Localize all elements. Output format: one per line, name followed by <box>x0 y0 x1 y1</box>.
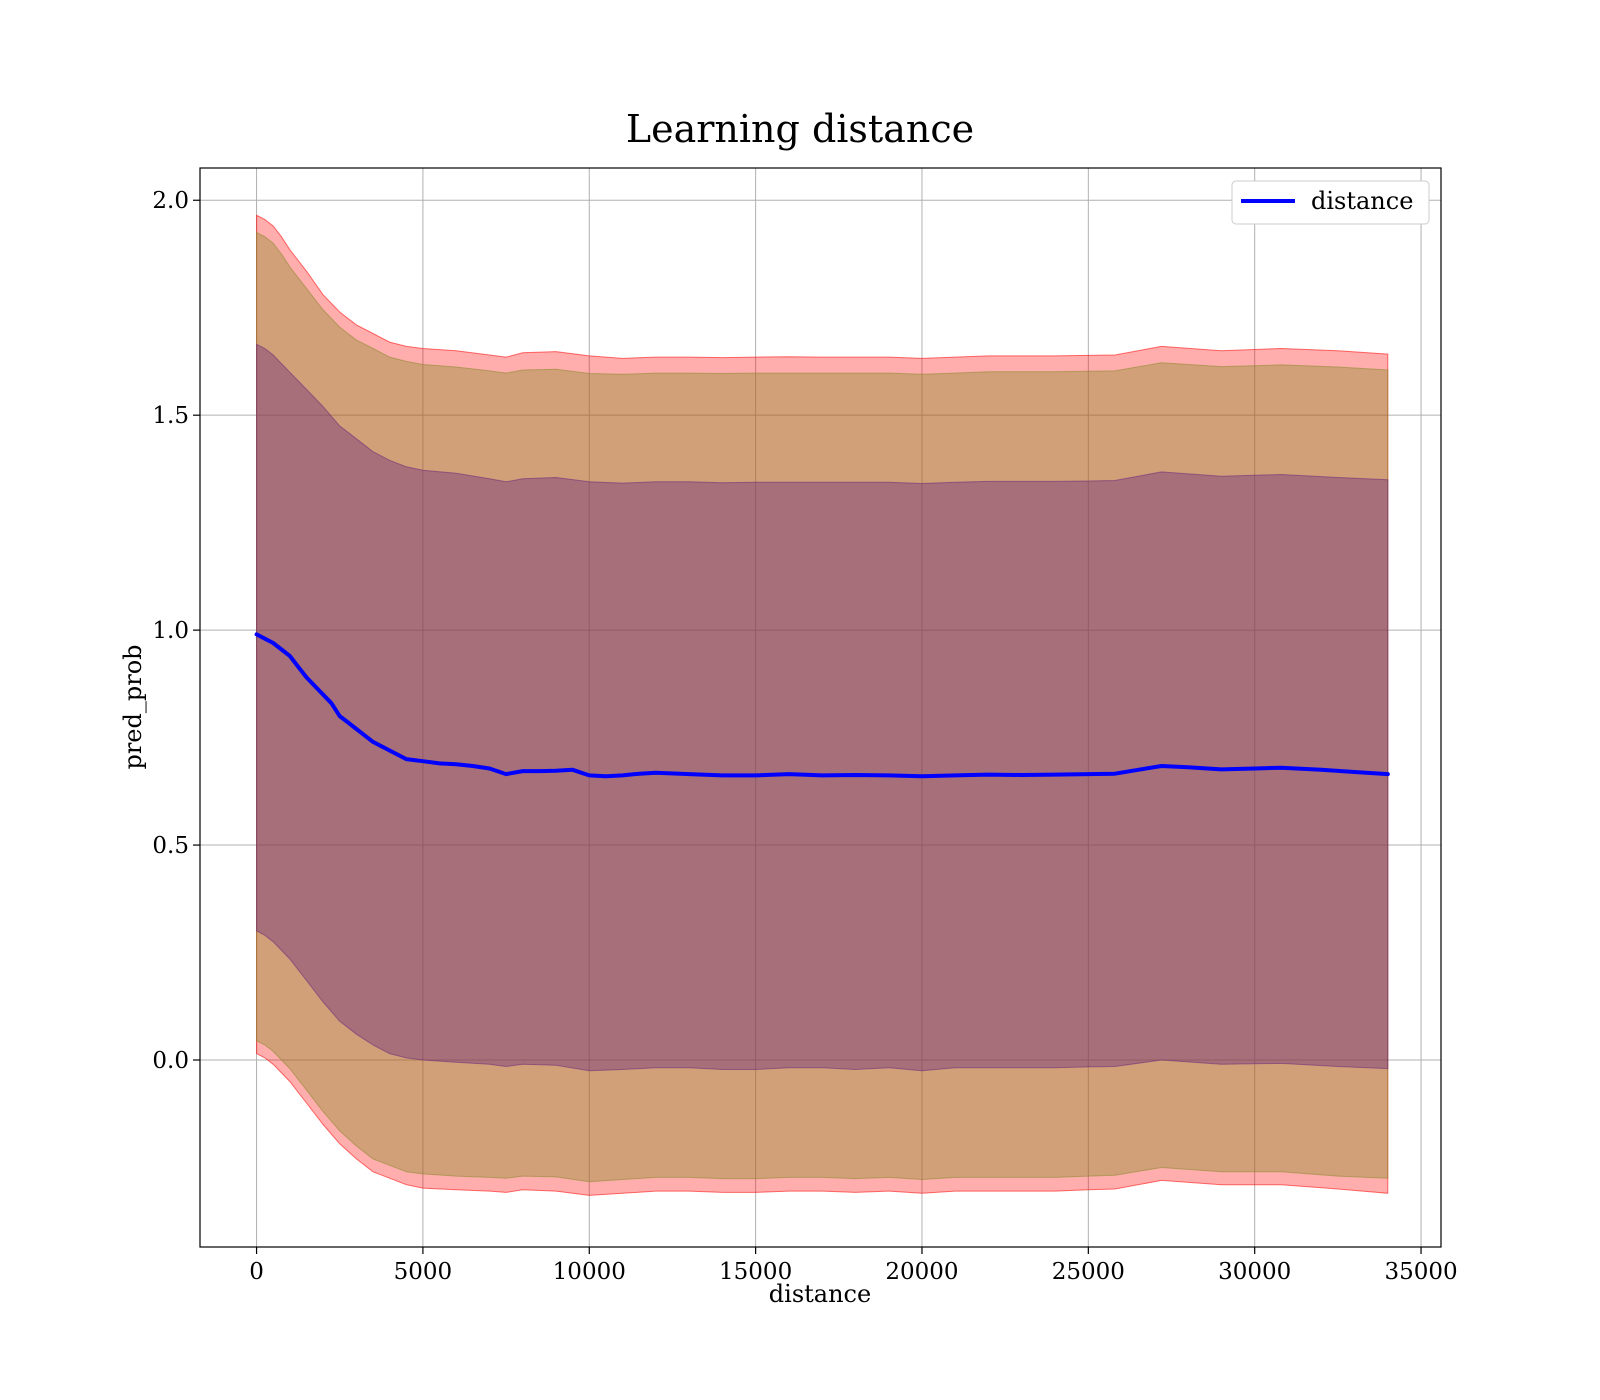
x-axis-ticks: 0 5000 10000 15000 20000 25000 30000 35000 <box>249 1247 1458 1285</box>
x-tick-label: 0 <box>249 1259 264 1285</box>
y-axis-label: pred_prob <box>119 644 147 769</box>
legend: distance <box>1231 180 1430 225</box>
y-tick-label: 2.0 <box>152 188 189 214</box>
y-tick-label: 1.5 <box>152 403 189 429</box>
x-tick-label: 25000 <box>1052 1259 1125 1285</box>
x-tick-label: 5000 <box>394 1259 453 1285</box>
legend-label: distance <box>1311 187 1413 215</box>
x-tick-label: 30000 <box>1218 1259 1291 1285</box>
plot-area <box>200 168 1441 1247</box>
y-tick-label: 0.5 <box>152 833 189 859</box>
series-lines <box>254 632 1390 779</box>
x-axis-label: distance <box>769 1280 871 1308</box>
legend-frame <box>1231 180 1430 225</box>
y-axis-ticks: 0.0 0.5 1.0 1.5 2.0 <box>152 188 200 1074</box>
chart-title: Learning distance <box>626 107 974 151</box>
x-tick-label: 20000 <box>885 1259 958 1285</box>
confidence-band <box>256 343 1389 1072</box>
grid <box>200 168 1441 1247</box>
y-tick-label: 0.0 <box>152 1048 189 1074</box>
bands <box>256 214 1389 1196</box>
confidence-band <box>256 231 1389 1183</box>
x-tick-label: 35000 <box>1384 1259 1457 1285</box>
series-line <box>254 632 1390 779</box>
x-tick-label: 10000 <box>553 1259 626 1285</box>
y-tick-label: 1.0 <box>152 618 189 644</box>
x-tick-label: 15000 <box>719 1259 792 1285</box>
plot-frame <box>199 167 1442 1248</box>
confidence-band <box>256 214 1389 1196</box>
